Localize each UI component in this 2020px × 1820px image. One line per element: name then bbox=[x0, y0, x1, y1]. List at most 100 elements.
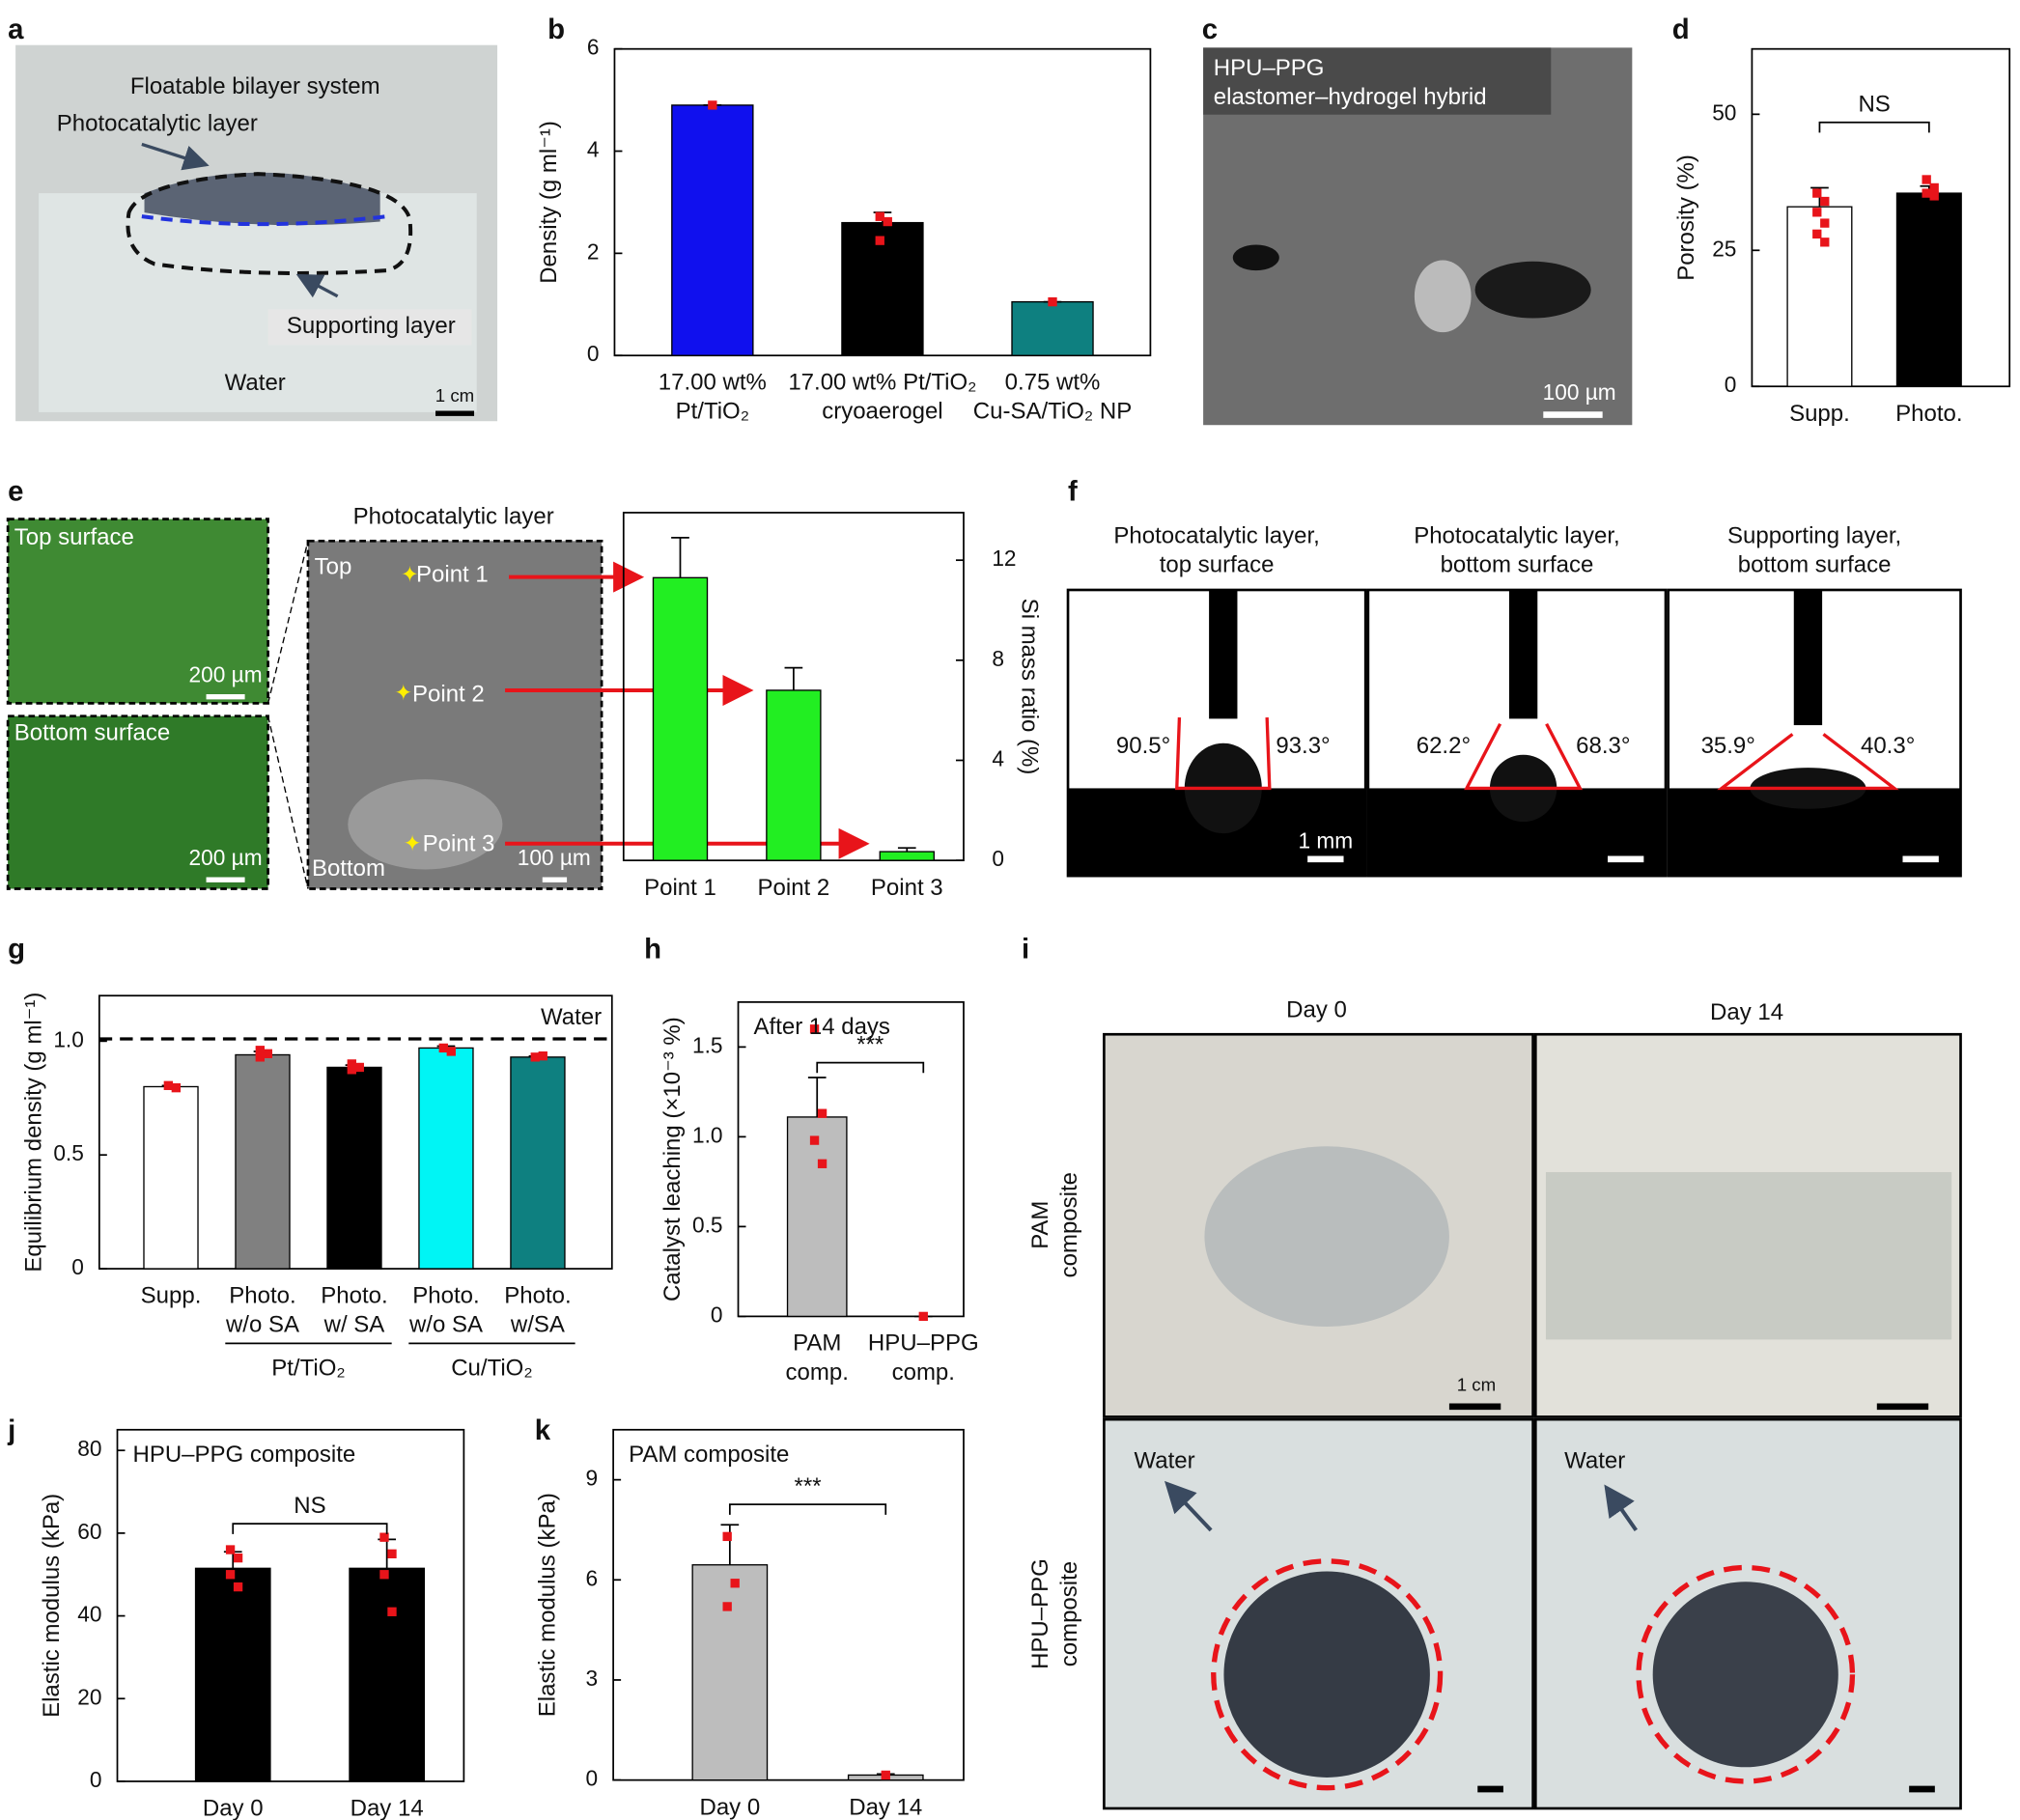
x-tick-label: 0.75 wt% Cu-SA/TiO₂ NP bbox=[973, 370, 1132, 425]
x-tick-label: Photo. bbox=[1895, 401, 1962, 427]
data-point bbox=[1922, 188, 1931, 198]
data-point bbox=[809, 1024, 820, 1034]
panel-label: a bbox=[8, 14, 24, 45]
panel-label: b bbox=[547, 14, 565, 45]
point-label: Point 1 bbox=[416, 562, 489, 588]
photo-label: Water bbox=[225, 370, 286, 396]
data-point bbox=[347, 1065, 356, 1075]
row-label: HPU–PPG composite bbox=[1027, 1558, 1082, 1669]
data-point bbox=[1922, 175, 1931, 184]
bar bbox=[418, 1047, 474, 1270]
panel-label: g bbox=[8, 933, 25, 965]
data-point bbox=[1929, 182, 1939, 193]
group-label: Pt/TiO₂ bbox=[271, 1355, 345, 1381]
angle-label: 40.3° bbox=[1861, 733, 1915, 759]
bar bbox=[349, 1567, 426, 1782]
y-tick-label: 0 bbox=[585, 1766, 598, 1791]
annotation: After 14 days bbox=[754, 1014, 890, 1040]
data-point bbox=[255, 1046, 265, 1055]
bar bbox=[652, 576, 709, 861]
bar bbox=[671, 104, 754, 356]
photo-label: Supporting layer bbox=[287, 313, 456, 339]
y-tick-label: 9 bbox=[585, 1466, 598, 1491]
y-tick-label: 1.5 bbox=[692, 1032, 723, 1057]
row-label: PAM composite bbox=[1027, 1172, 1082, 1277]
y-tick-label: 80 bbox=[77, 1436, 101, 1461]
significance-bracket bbox=[816, 1061, 925, 1074]
annotation: HPU–PPG composite bbox=[133, 1442, 356, 1468]
sem-label: Top surface bbox=[14, 524, 134, 550]
angle-label: 62.2° bbox=[1417, 733, 1471, 759]
data-point bbox=[233, 1582, 243, 1592]
data-point bbox=[530, 1052, 540, 1062]
bar bbox=[510, 1056, 566, 1270]
panel-label: h bbox=[644, 933, 661, 965]
bar bbox=[1011, 300, 1094, 356]
error-bar bbox=[807, 1077, 827, 1117]
data-point bbox=[722, 1531, 732, 1542]
y-tick-label: 2 bbox=[587, 238, 600, 264]
x-tick-label: Day 0 bbox=[203, 1796, 264, 1820]
group-label: Cu/TiO₂ bbox=[451, 1355, 532, 1381]
data-point bbox=[1929, 191, 1939, 201]
angle-label: 68.3° bbox=[1576, 733, 1630, 759]
scale-label: 1 cm bbox=[1457, 1374, 1496, 1394]
needle bbox=[1793, 589, 1823, 726]
bar bbox=[326, 1066, 382, 1270]
scale-label: 200 µm bbox=[189, 845, 263, 870]
plot-frame bbox=[116, 1428, 465, 1782]
x-tick-label: Day 0 bbox=[699, 1794, 760, 1820]
sem-title: Photocatalytic layer bbox=[353, 504, 554, 530]
plot-frame bbox=[1751, 47, 2011, 388]
svg-text:✦: ✦ bbox=[394, 680, 412, 705]
y-tick-label: 8 bbox=[992, 646, 1004, 671]
tangent bbox=[1175, 717, 1272, 791]
data-point bbox=[438, 1043, 448, 1053]
y-tick-label: 0.5 bbox=[53, 1140, 84, 1165]
data-point bbox=[883, 216, 892, 227]
sem-label: Bottom bbox=[312, 855, 385, 882]
scale-label: 1 mm bbox=[1299, 827, 1354, 853]
bar bbox=[1895, 192, 1962, 387]
data-point bbox=[379, 1570, 389, 1580]
svg-text:✦: ✦ bbox=[401, 561, 419, 586]
column-label: Day 14 bbox=[1710, 999, 1783, 1025]
y-tick-label: 40 bbox=[77, 1602, 101, 1627]
view-title: Photocatalytic layer, top surface bbox=[1113, 523, 1319, 578]
data-point bbox=[918, 1311, 928, 1322]
data-point bbox=[225, 1570, 236, 1580]
scale-label: 1 cm bbox=[435, 385, 474, 406]
x-tick-label: Point 1 bbox=[644, 875, 716, 901]
photo-a bbox=[15, 44, 498, 422]
y-tick-label: 12 bbox=[992, 546, 1016, 571]
data-point bbox=[225, 1545, 236, 1554]
data-point bbox=[387, 1549, 397, 1558]
x-tick-label: Photo. w/SA bbox=[504, 1283, 571, 1338]
plot-frame bbox=[737, 1001, 965, 1318]
data-point bbox=[387, 1607, 397, 1616]
sem-label: Top bbox=[315, 554, 352, 580]
point-label: Point 3 bbox=[423, 830, 495, 856]
y-tick-label: 20 bbox=[77, 1684, 101, 1709]
column-label: Day 0 bbox=[1286, 997, 1347, 1023]
data-point bbox=[163, 1080, 174, 1090]
data-point bbox=[379, 1532, 389, 1542]
panel-label: k bbox=[535, 1414, 551, 1446]
scale-label: 100 µm bbox=[518, 845, 591, 870]
y-tick-label: 3 bbox=[585, 1666, 598, 1691]
angle-label: 90.5° bbox=[1116, 733, 1170, 759]
data-point bbox=[263, 1049, 272, 1058]
photo-label: Water bbox=[1564, 1447, 1625, 1473]
y-axis-label: Equilibrium density (g ml⁻¹) bbox=[20, 993, 46, 1273]
x-tick-label: Photo. w/o SA bbox=[225, 1283, 299, 1338]
data-point bbox=[1812, 208, 1822, 217]
plot-frame bbox=[612, 1428, 965, 1781]
data-point bbox=[730, 1579, 740, 1588]
y-tick-label: 25 bbox=[1712, 236, 1736, 261]
x-tick-label: Point 3 bbox=[871, 875, 943, 901]
y-tick-label: 1.0 bbox=[692, 1122, 723, 1147]
data-point bbox=[809, 1135, 820, 1145]
tangent bbox=[1717, 733, 1899, 791]
x-tick-label: Photo. w/ SA bbox=[321, 1283, 387, 1338]
